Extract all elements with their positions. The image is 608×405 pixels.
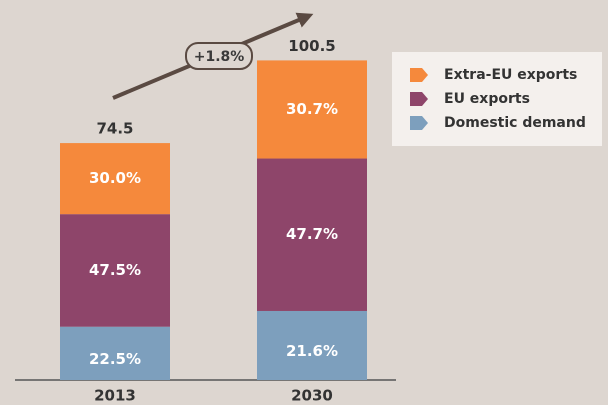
- segment-label: 47.5%: [89, 261, 141, 279]
- segment-label: 30.0%: [89, 169, 141, 187]
- bar-segment: [60, 326, 170, 380]
- bar-segment: [257, 158, 367, 311]
- bar-segment: [60, 214, 170, 327]
- segment-label: 30.7%: [286, 100, 338, 118]
- legend-marker: [410, 68, 428, 82]
- legend-label: EU exports: [444, 91, 530, 107]
- legend-label: Extra-EU exports: [444, 67, 577, 83]
- segment-label: 22.5%: [89, 350, 141, 368]
- bar-segment: [60, 143, 170, 215]
- annotation-box: [185, 42, 253, 70]
- legend-marker: [410, 92, 428, 106]
- x-tick-label: 2030: [291, 387, 333, 405]
- bar-segment: [257, 310, 367, 380]
- bar-segment: [257, 60, 367, 159]
- total-label: 74.5: [96, 120, 133, 138]
- x-tick-label: 2013: [94, 387, 136, 405]
- legend-label: Domestic demand: [444, 115, 586, 131]
- legend-marker: [410, 116, 428, 130]
- annotation: +1.8%: [194, 49, 245, 65]
- total-label: 100.5: [288, 37, 335, 55]
- segment-label: 47.7%: [286, 225, 338, 243]
- segment-label: 21.6%: [286, 342, 338, 360]
